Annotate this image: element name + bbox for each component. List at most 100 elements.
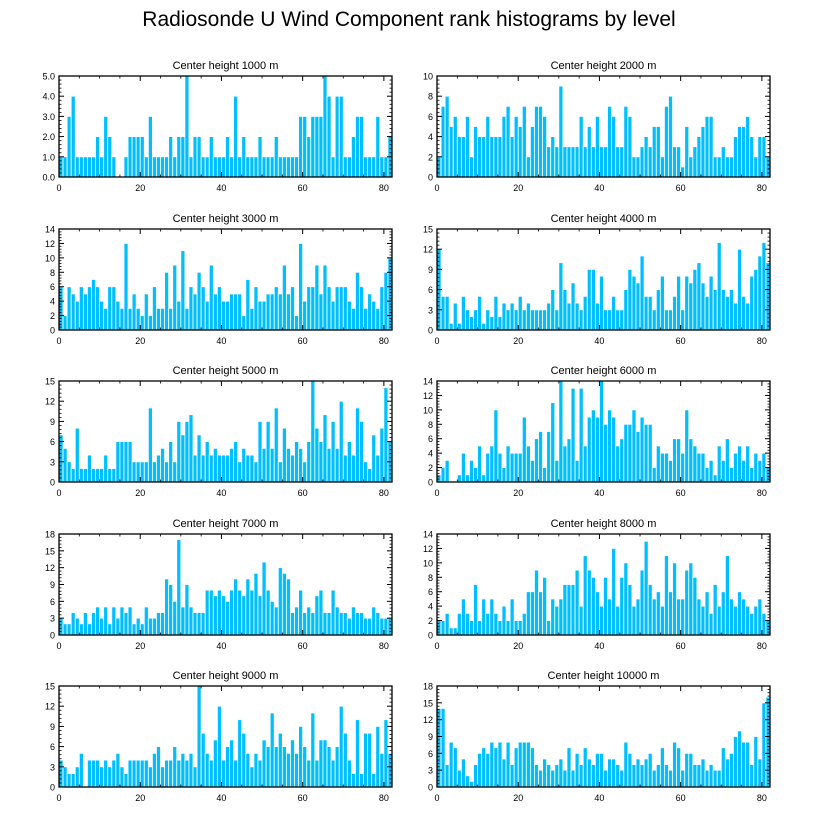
histogram-bar	[216, 286, 222, 331]
histogram-bar	[143, 759, 149, 788]
histogram-bar	[733, 302, 738, 331]
histogram-bar	[338, 286, 344, 331]
histogram-bar	[570, 282, 576, 331]
histogram-bar	[70, 468, 76, 483]
histogram-bar	[281, 264, 287, 331]
histogram-bar	[530, 309, 535, 331]
histogram-bar	[119, 307, 125, 331]
histogram-bar	[546, 302, 552, 331]
histogram-bar	[594, 416, 600, 483]
histogram-bar	[676, 438, 682, 483]
histogram-bar	[143, 293, 149, 331]
histogram-bar	[664, 452, 669, 483]
histogram-bar	[135, 617, 141, 636]
histogram-bar	[489, 445, 495, 483]
histogram-bar	[338, 95, 344, 178]
histogram-bar	[318, 116, 324, 178]
histogram-bar	[196, 685, 202, 788]
histogram-bar	[485, 309, 491, 331]
histogram-bar	[294, 441, 299, 483]
histogram-bar	[294, 752, 299, 788]
histogram-bar	[62, 623, 68, 636]
histogram-bar	[481, 598, 487, 636]
histogram-bar	[708, 764, 714, 788]
histogram-bar	[485, 752, 491, 788]
histogram-bar	[481, 136, 487, 178]
histogram-bar	[664, 555, 669, 636]
histogram-bar	[668, 95, 673, 178]
histogram-bar	[749, 612, 755, 636]
histogram-bar	[152, 461, 157, 483]
histogram-bar	[245, 454, 251, 483]
histogram-bar	[440, 467, 446, 483]
histogram-bar	[261, 300, 267, 331]
histogram-bar	[383, 719, 389, 788]
histogram-bar	[87, 623, 92, 636]
histogram-bar	[692, 576, 698, 636]
histogram-bar	[302, 116, 308, 178]
histogram-bar	[607, 598, 613, 636]
histogram-bar	[99, 766, 105, 788]
histogram-bar	[558, 758, 564, 788]
histogram-bar	[720, 747, 726, 788]
histogram-bar	[225, 300, 230, 331]
histogram-bar	[216, 705, 222, 788]
histogram-bar	[603, 769, 608, 788]
histogram-bar	[379, 156, 385, 178]
histogram-bar	[314, 264, 320, 331]
histogram-bar	[664, 309, 669, 331]
histogram-bar	[257, 759, 263, 788]
histogram-bar	[631, 605, 637, 636]
histogram-bar	[147, 315, 153, 331]
panel-title: Center height 9000 m	[173, 670, 279, 682]
histogram-bar	[221, 454, 226, 483]
histogram-bar	[314, 759, 320, 788]
histogram-bar	[196, 136, 202, 178]
histogram-bar	[233, 578, 239, 636]
histogram-bar	[460, 136, 466, 178]
y-tick-label: 18	[423, 682, 433, 692]
histogram-bar	[477, 295, 483, 331]
histogram-bar	[156, 454, 161, 483]
histogram-bar	[249, 307, 255, 331]
panel-8: Center height 8000 m 0 2 4 6 8 10 12 14 0 20 40 60 80	[423, 518, 771, 651]
histogram-bar	[269, 293, 275, 331]
histogram-bar	[558, 85, 564, 178]
histogram-bar	[245, 279, 251, 331]
histogram-bar	[330, 759, 336, 788]
histogram-bar	[379, 752, 385, 788]
histogram-bar	[294, 606, 299, 636]
histogram-bar	[513, 116, 519, 178]
histogram-bar	[688, 562, 694, 636]
histogram-bar	[688, 752, 694, 788]
histogram-bar	[131, 623, 137, 636]
y-tick-label: 6	[50, 437, 55, 447]
histogram-bar	[684, 569, 690, 636]
histogram-bar	[281, 427, 287, 483]
histogram-bar	[554, 309, 560, 331]
histogram-bar	[651, 598, 657, 636]
histogram-bar	[269, 156, 275, 178]
histogram-bar	[753, 268, 759, 331]
histogram-bar	[546, 146, 552, 178]
x-tick-label: 80	[379, 793, 389, 803]
histogram-bar	[497, 452, 503, 483]
histogram-bar	[615, 764, 621, 788]
histogram-bar	[180, 250, 186, 331]
histogram-bar	[704, 467, 710, 483]
histogram-bar	[521, 612, 527, 636]
x-tick-label: 60	[676, 793, 686, 803]
panel-1: Center height 1000 m 0.0 1.0 2.0 3.0 4.0 5.0 0 2…	[42, 60, 393, 193]
histogram-bar	[521, 309, 527, 331]
histogram-bar	[355, 271, 360, 331]
histogram-bar	[241, 447, 247, 483]
histogram-bar	[346, 300, 352, 331]
histogram-bar	[164, 271, 170, 331]
panel-title: Center height 10000 m	[548, 670, 660, 682]
histogram-bar	[180, 136, 186, 178]
histogram-bar	[143, 156, 149, 178]
histogram-bar	[204, 300, 210, 331]
histogram-bar	[737, 248, 742, 331]
histogram-bar	[127, 759, 133, 788]
histogram-bar	[249, 156, 255, 178]
